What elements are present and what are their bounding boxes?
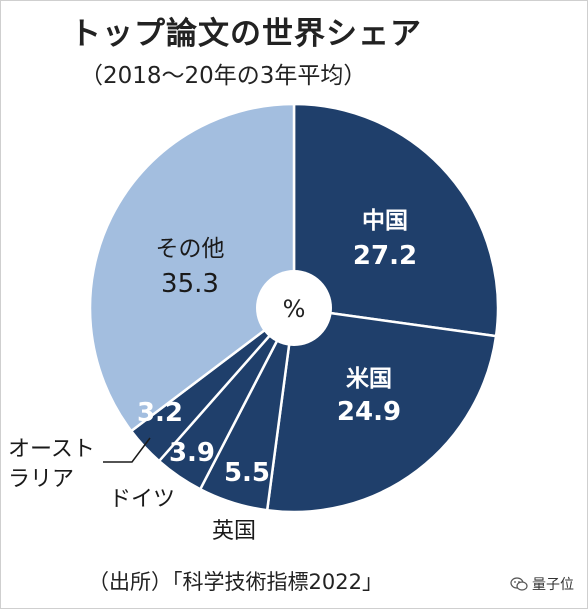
outside-label-germany: ドイツ (109, 487, 175, 512)
outside-label-australia-line1: オースト (8, 437, 95, 462)
chart-title: トップ論文の世界シェア (70, 16, 422, 52)
outside-label-australia-line2: ラリア (8, 467, 74, 492)
slice-other (88, 102, 296, 433)
slice-label-uk-value: 5.5 (224, 458, 270, 488)
slice-label-australia-value: 3.2 (137, 398, 183, 428)
slice-us (265, 306, 498, 514)
pie-slices (88, 102, 500, 514)
slice-label-us-value: 24.9 (337, 397, 401, 427)
chart-subtitle: （2018〜20年の3年平均） (80, 63, 367, 89)
center-unit-label: % (283, 295, 306, 323)
watermark-text: 量子位 (532, 577, 574, 593)
center-hole (256, 270, 332, 346)
wechat-icon (510, 577, 528, 591)
watermark: 量子位 (510, 574, 574, 594)
slice-label-other-name: その他 (156, 236, 225, 262)
slice-label-china-name: 中国 (362, 208, 408, 234)
slice-label-germany-value: 3.9 (169, 438, 215, 468)
outside-label-uk: 英国 (212, 519, 256, 544)
slice-label-us-name: 米国 (346, 366, 392, 392)
slice-label-other-value: 35.3 (161, 269, 219, 299)
australia-leader-line (103, 437, 151, 463)
slice-label-china-value: 27.2 (353, 241, 417, 271)
source-note: （出所）「科学技術指標2022」 (88, 570, 383, 594)
slice-china (292, 102, 500, 338)
